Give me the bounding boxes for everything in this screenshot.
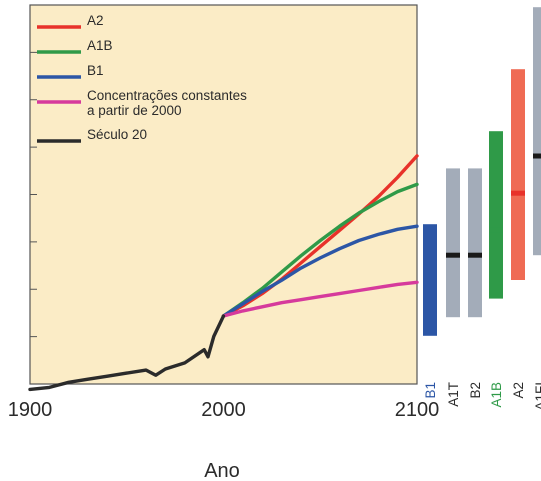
range-mid-A1FI (533, 153, 541, 159)
range-mid-A2 (511, 190, 525, 196)
series-line-0 (221, 154, 419, 318)
range-bar-A2 (511, 69, 525, 280)
legend-label-0: A2 (87, 13, 104, 28)
range-bar-A1FI (533, 7, 541, 256)
x-axis: 1900 2000 2100 (8, 399, 440, 421)
range-label-B1: B1 (423, 382, 438, 399)
series-line-1 (221, 182, 419, 318)
range-label-A1B: A1B (489, 382, 504, 408)
main-plot (28, 4, 419, 392)
range-bar-A1B (489, 131, 503, 299)
range-label-A1T: A1T (446, 382, 461, 407)
series-line-2 (221, 224, 419, 318)
range-mid-A1T (446, 252, 460, 258)
x-axis-label: Ano (204, 460, 240, 481)
series-line-3 (221, 280, 419, 318)
range-mid-B1 (423, 289, 437, 295)
scenario-ranges: B1 A1T B2 A1B A2 A1FI (423, 7, 541, 411)
range-label-A2: A2 (511, 382, 526, 399)
plot-area (29, 4, 418, 385)
x-tick-label-2100: 2100 (395, 399, 440, 421)
range-label-A1FI: A1FI (533, 382, 541, 411)
range-label-B2: B2 (468, 382, 483, 399)
range-bar-B1 (423, 224, 437, 336)
legend-label-4: Século 20 (87, 127, 147, 142)
series-line-4 (28, 314, 226, 392)
legend-label-2: B1 (87, 63, 104, 78)
range-bar-A1T (446, 168, 460, 318)
legend-label-3-cont: a partir de 2000 (87, 103, 182, 118)
range-bar-B2 (468, 168, 482, 318)
x-tick-label-2000: 2000 (201, 399, 246, 421)
range-mid-B2 (468, 252, 482, 258)
range-mid-A1B (489, 227, 503, 233)
legend-label-1: A1B (87, 38, 113, 53)
x-tick-label-1900: 1900 (8, 399, 53, 421)
legend-label-3: Concentrações constantes (87, 88, 247, 103)
